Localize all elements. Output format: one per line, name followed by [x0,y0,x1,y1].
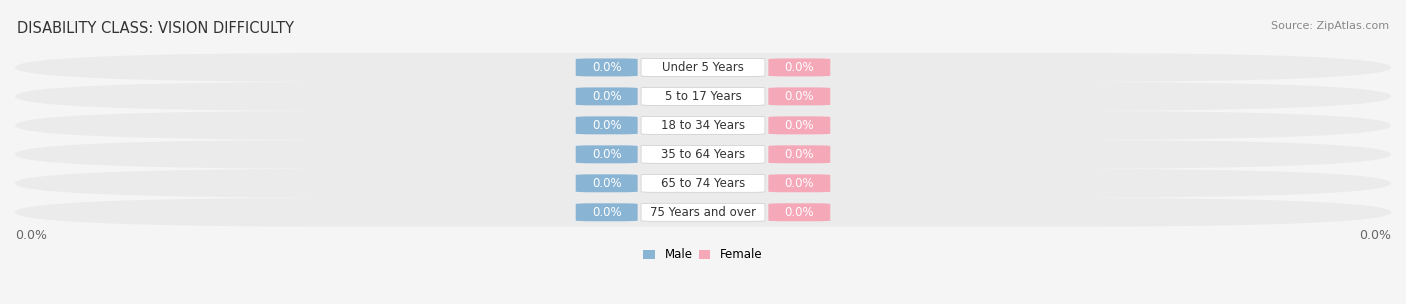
Text: 65 to 74 Years: 65 to 74 Years [661,177,745,190]
FancyBboxPatch shape [575,203,638,221]
FancyBboxPatch shape [15,198,1391,227]
Text: 0.0%: 0.0% [785,148,814,161]
Text: 0.0%: 0.0% [785,61,814,74]
Text: Under 5 Years: Under 5 Years [662,61,744,74]
Text: 0.0%: 0.0% [15,229,46,242]
Text: 0.0%: 0.0% [592,206,621,219]
FancyBboxPatch shape [641,145,765,163]
FancyBboxPatch shape [768,145,831,163]
Text: 35 to 64 Years: 35 to 64 Years [661,148,745,161]
Text: 5 to 17 Years: 5 to 17 Years [665,90,741,103]
FancyBboxPatch shape [641,116,765,134]
Text: Source: ZipAtlas.com: Source: ZipAtlas.com [1271,21,1389,31]
FancyBboxPatch shape [15,111,1391,140]
FancyBboxPatch shape [641,203,765,221]
Text: 0.0%: 0.0% [592,177,621,190]
Text: 0.0%: 0.0% [592,119,621,132]
Text: 0.0%: 0.0% [785,119,814,132]
FancyBboxPatch shape [641,88,765,105]
FancyBboxPatch shape [575,145,638,163]
FancyBboxPatch shape [641,58,765,76]
Legend: Male, Female: Male, Female [644,248,762,261]
FancyBboxPatch shape [15,82,1391,111]
FancyBboxPatch shape [15,53,1391,82]
FancyBboxPatch shape [575,58,638,76]
FancyBboxPatch shape [768,116,831,134]
FancyBboxPatch shape [768,58,831,76]
FancyBboxPatch shape [575,174,638,192]
FancyBboxPatch shape [15,169,1391,198]
Text: 0.0%: 0.0% [1360,229,1391,242]
Text: 0.0%: 0.0% [785,206,814,219]
FancyBboxPatch shape [768,88,831,105]
Text: 0.0%: 0.0% [592,61,621,74]
Text: DISABILITY CLASS: VISION DIFFICULTY: DISABILITY CLASS: VISION DIFFICULTY [17,21,294,36]
Text: 0.0%: 0.0% [785,177,814,190]
Text: 0.0%: 0.0% [785,90,814,103]
FancyBboxPatch shape [768,203,831,221]
FancyBboxPatch shape [15,140,1391,169]
FancyBboxPatch shape [575,88,638,105]
FancyBboxPatch shape [641,174,765,192]
FancyBboxPatch shape [768,174,831,192]
Text: 18 to 34 Years: 18 to 34 Years [661,119,745,132]
FancyBboxPatch shape [575,116,638,134]
Text: 0.0%: 0.0% [592,148,621,161]
Text: 0.0%: 0.0% [592,90,621,103]
Text: 75 Years and over: 75 Years and over [650,206,756,219]
